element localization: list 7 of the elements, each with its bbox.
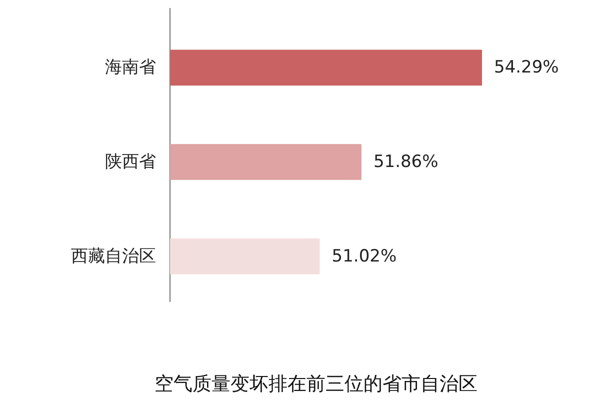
data-label: 51.86% [373, 152, 438, 172]
text: 空气质量变坏排在前三位的省市自治区 [154, 373, 478, 395]
data-label: 51.02% [332, 246, 397, 266]
y-tick-label: 陕西省 [105, 152, 156, 172]
data-label: 54.29% [494, 58, 559, 78]
y-tick-label: 西藏自治区 [71, 246, 156, 266]
y-tick-label: 海南省 [105, 58, 156, 78]
